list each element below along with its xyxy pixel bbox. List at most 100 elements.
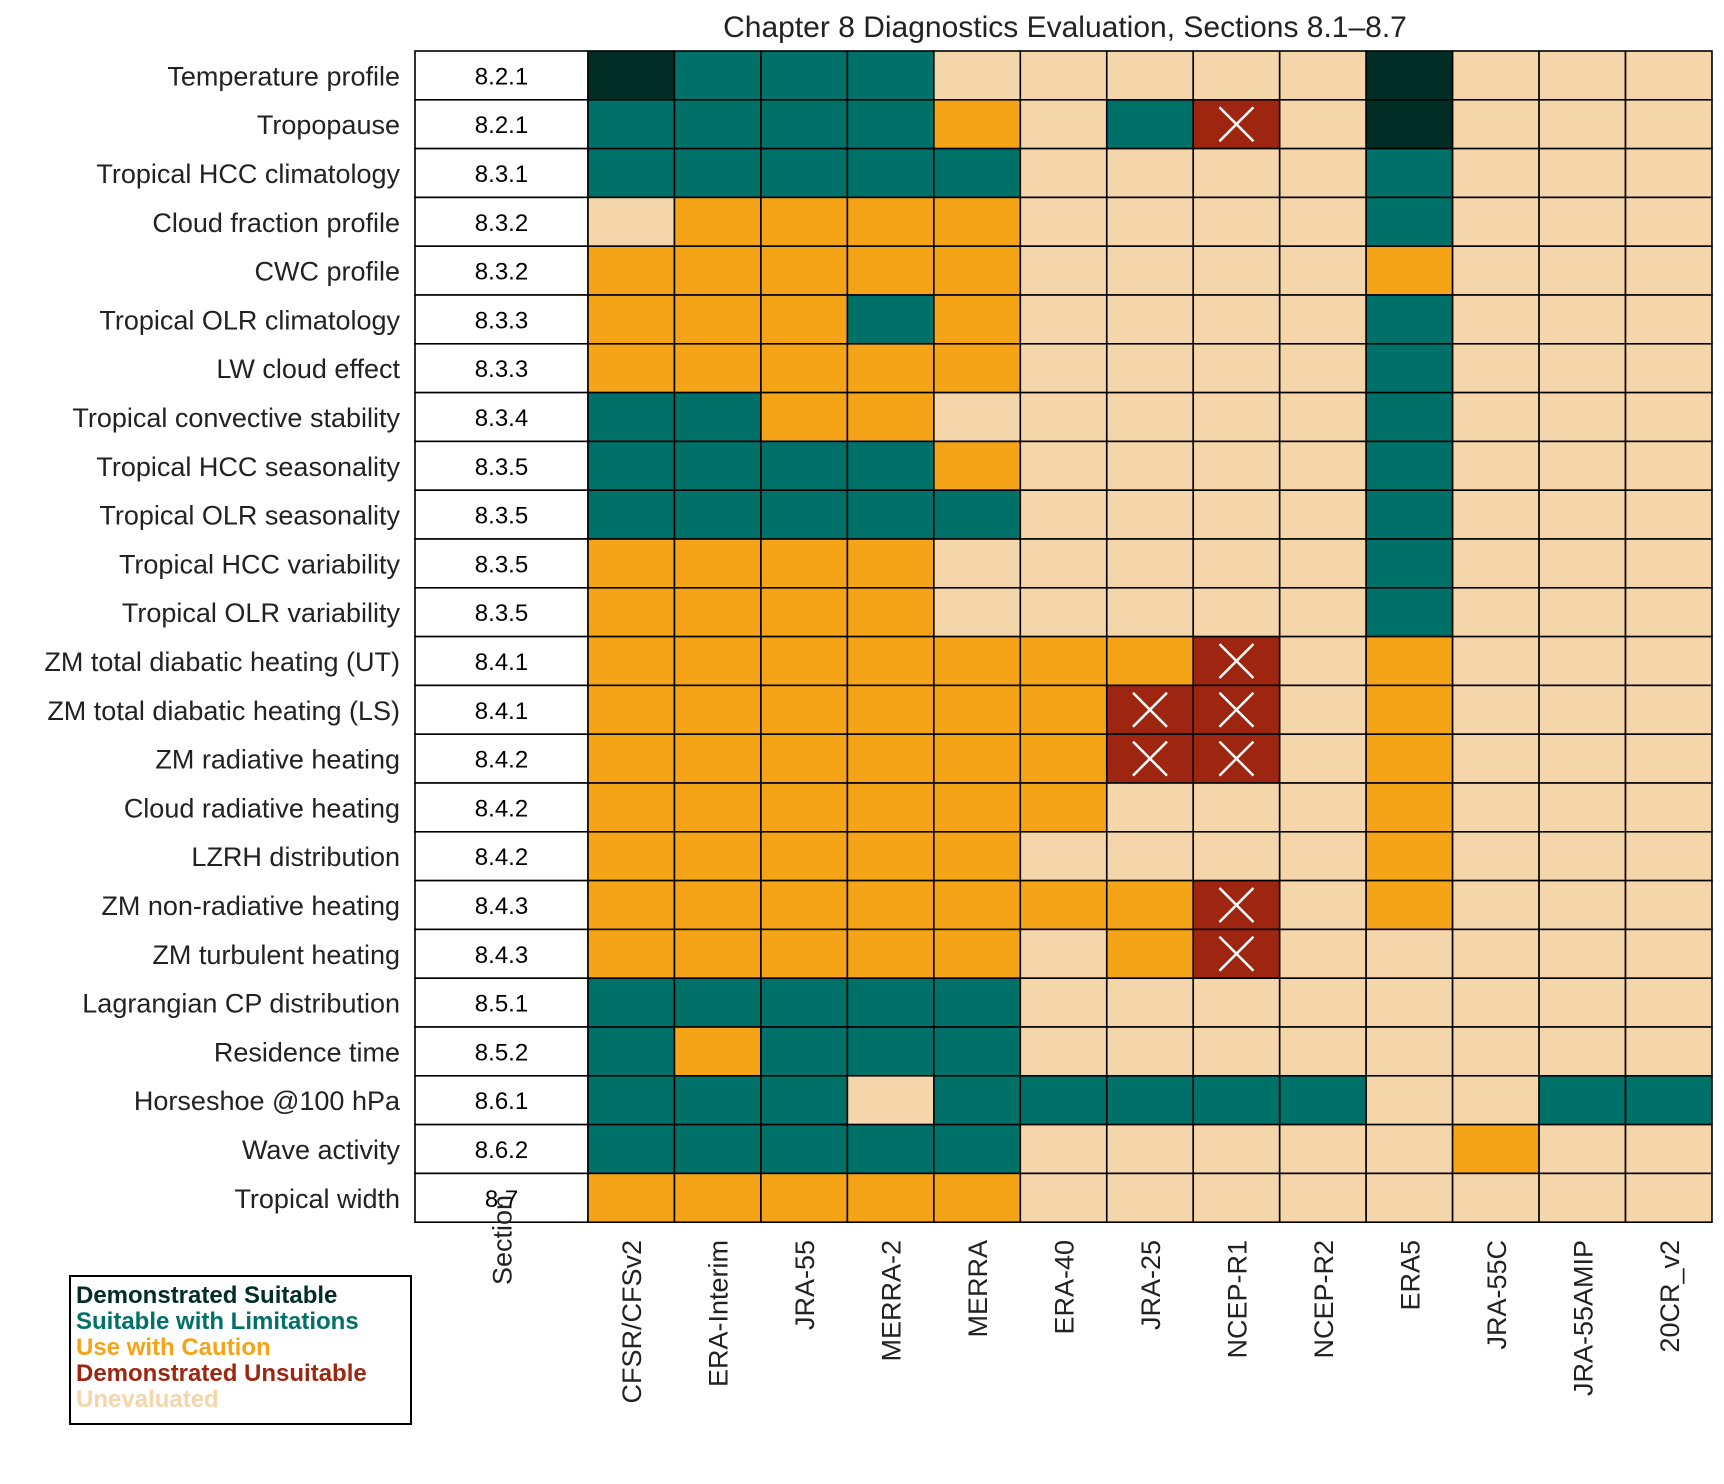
heatmap-cell [933,245,1022,296]
heatmap-cell [1451,440,1540,491]
section-cell [414,928,589,980]
heatmap-cell [1624,782,1713,833]
heatmap-cell [933,733,1022,784]
heatmap-cell [760,684,849,736]
heatmap-cell [846,391,935,443]
heatmap-cell [1019,586,1108,638]
heatmap-cell [1278,99,1367,150]
heatmap-cell [1451,50,1540,101]
heatmap-cell [1105,196,1195,247]
heatmap-cell [1105,879,1195,931]
section-label: 8.3.5 [475,551,528,578]
section-label: 8.3.2 [475,210,528,237]
section-label: 8.3.5 [475,600,528,627]
heatmap-cell [1624,684,1713,736]
heatmap-cell [1365,830,1454,882]
column-label: JRA-55C [1482,1240,1512,1350]
row-label: Tropical HCC climatology [96,159,400,189]
heatmap-cell [1019,1075,1108,1126]
heatmap-cell [587,977,676,1028]
row-label: Horseshoe @100 hPa [134,1086,401,1116]
heatmap-cell [673,928,762,980]
heatmap-cell [587,245,676,296]
heatmap-cell [760,1026,849,1077]
section-cell [414,50,589,101]
legend-entry: Demonstrated Unsuitable [76,1360,367,1387]
heatmap-cell [1538,440,1627,491]
heatmap-grid: 8.2.1 8.2.1 8.3.1 8.3.2 8.3.2 8.3.3 8.3.3 8.3.4… [414,50,1713,1224]
section-cell [414,245,589,296]
heatmap-cell [933,147,1022,199]
heatmap-cell [933,50,1022,101]
heatmap-cell [933,879,1022,931]
heatmap-cell [1105,99,1195,150]
heatmap-cell [1365,1123,1454,1175]
heatmap-cell [1365,294,1454,345]
heatmap-cell [1365,1026,1454,1077]
section-label: 8.3.5 [475,454,528,481]
heatmap-cell [1365,977,1454,1028]
heatmap-cell [673,782,762,833]
heatmap-cell [1538,1123,1627,1175]
heatmap-cell [1278,196,1367,247]
heatmap-cell [846,1026,935,1077]
unsuitable-cross-icon [1132,740,1168,777]
heatmap-cell [1278,977,1367,1028]
row-label: Tropopause [257,110,400,140]
section-cell [414,635,589,687]
heatmap-cell [1278,684,1367,736]
heatmap-cell [1105,1172,1195,1224]
section-cell [414,538,589,589]
row-label: ZM total diabatic heating (LS) [47,696,400,726]
heatmap-cell [1105,538,1195,589]
heatmap-cell [1538,1172,1627,1224]
heatmap-cell [1624,928,1713,980]
row-label: CWC profile [254,257,400,287]
row-label: Cloud fraction profile [152,208,400,238]
heatmap-cell [587,879,676,931]
heatmap-cell [587,1075,676,1126]
section-label: 8.4.3 [475,942,528,969]
heatmap-cell [933,1123,1022,1175]
heatmap-cell [1365,733,1454,784]
heatmap-cell [1624,440,1713,491]
unsuitable-cross-icon [1218,935,1255,972]
section-label: 8.2.1 [475,112,528,139]
heatmap-cell [673,586,762,638]
section-label: 8.3.5 [475,503,528,530]
heatmap-cell [933,294,1022,345]
heatmap-cell [846,1172,935,1224]
heatmap-cell [933,586,1022,638]
heatmap-cell [933,391,1022,443]
heatmap-cell [1278,733,1367,784]
legend-entry: Demonstrated Suitable [76,1282,338,1309]
heatmap-cell [1538,782,1627,833]
unsuitable-cross-icon [1132,691,1168,728]
heatmap-cell [1192,196,1281,247]
heatmap-cell [1451,1075,1540,1126]
heatmap-cell [1624,489,1713,540]
heatmap-cell [587,1026,676,1077]
heatmap-cell [1192,538,1281,589]
column-label: MERRA-2 [877,1240,907,1362]
heatmap-cell [1019,147,1108,199]
heatmap-cell [846,830,935,882]
heatmap-cell [1451,391,1540,443]
heatmap-cell [587,342,676,394]
heatmap-cell [846,782,935,833]
heatmap-cell [760,1075,849,1126]
heatmap-cell [673,684,762,736]
heatmap-cell [933,977,1022,1028]
unsuitable-cross-icon [1218,887,1255,923]
heatmap-cell [1192,1123,1281,1175]
row-label: LW cloud effect [216,354,400,384]
row-label: LZRH distribution [191,842,400,872]
heatmap-cell [760,1172,849,1224]
heatmap-cell [1278,928,1367,980]
heatmap-cell [933,782,1022,833]
heatmap-cell [1365,342,1454,394]
legend-entry: Unevaluated [76,1386,219,1413]
heatmap-cell [1538,342,1627,394]
heatmap-cell [1538,586,1627,638]
heatmap-cell [1624,1026,1713,1077]
